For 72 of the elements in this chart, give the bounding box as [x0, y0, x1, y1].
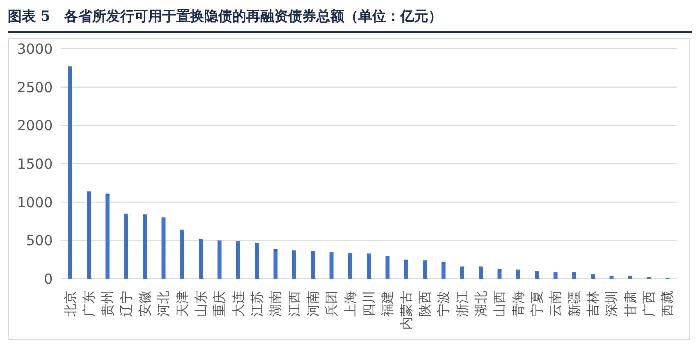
x-tick-label: 甘肃	[624, 291, 639, 317]
bar	[348, 252, 352, 279]
x-tick-label: 山西	[493, 291, 508, 317]
y-tick-label: 2500	[17, 80, 53, 96]
x-tick-label: 四川	[362, 291, 378, 317]
bar	[367, 254, 372, 279]
y-tick-label: 1500	[17, 156, 53, 173]
bar	[218, 240, 222, 279]
y-tick-label: 2000	[17, 118, 53, 135]
bar	[124, 214, 128, 279]
bar	[199, 239, 204, 279]
bar	[423, 260, 428, 279]
x-tick-label: 北京	[64, 291, 79, 317]
x-tick-label: 吉林	[586, 291, 602, 317]
y-tick-label: 500	[26, 234, 53, 250]
bar	[591, 274, 596, 279]
x-tick-label: 江苏	[250, 291, 266, 317]
bar	[460, 266, 464, 279]
y-tick-label: 1000	[17, 195, 53, 212]
bar	[572, 272, 576, 279]
x-tick-label: 深圳	[605, 291, 620, 317]
bar	[386, 256, 390, 279]
bar	[106, 194, 110, 279]
x-tick-label: 山东	[194, 291, 210, 317]
x-tick-label: 贵州	[101, 291, 116, 317]
x-tick-label: 新疆	[568, 291, 583, 317]
x-tick-label: 湖南	[269, 291, 284, 317]
x-tick-label: 河北	[157, 291, 172, 317]
bar	[330, 252, 334, 279]
x-tick-label: 兵团	[325, 291, 340, 317]
x-tick-label: 云南	[549, 291, 564, 317]
bar	[554, 272, 558, 279]
x-tick-label: 福建	[381, 291, 396, 317]
bar	[311, 251, 316, 279]
x-tick-label: 西藏	[661, 291, 676, 317]
bar	[87, 192, 92, 279]
bar	[292, 250, 296, 279]
x-tick-label: 河南	[306, 291, 322, 317]
bar	[535, 271, 540, 279]
x-tick-label: 宁夏	[530, 291, 546, 317]
bar	[162, 218, 166, 279]
x-tick-label: 重庆	[213, 291, 228, 317]
x-tick-label: 辽宁	[118, 291, 135, 317]
bar	[498, 269, 502, 279]
x-tick-label: 浙江	[456, 291, 471, 317]
y-tick-label: 3000	[17, 42, 53, 58]
bar	[274, 249, 278, 279]
x-tick-label: 湖北	[474, 291, 490, 317]
bar	[404, 260, 408, 279]
chart-title: 图表 5 各省所发行可用于置换隐债的再融资债券总额（单位：亿元）	[8, 8, 692, 33]
x-tick-label: 天津	[176, 291, 191, 317]
bar	[610, 276, 614, 279]
x-tick-label: 江西	[288, 291, 303, 317]
bar	[628, 276, 632, 279]
x-tick-label: 内蒙古	[400, 291, 415, 330]
bar	[255, 242, 260, 279]
x-tick-label: 安徽	[138, 291, 154, 317]
bar	[442, 262, 446, 279]
bar	[516, 270, 520, 279]
y-tick-label: 0	[44, 272, 53, 288]
x-tick-label: 广西	[642, 291, 658, 317]
x-tick-label: 大连	[232, 291, 247, 317]
x-tick-label: 宁波	[436, 291, 452, 317]
x-tick-label: 广东	[82, 291, 98, 317]
bar	[143, 214, 148, 279]
bar	[180, 230, 184, 279]
x-tick-label: 上海	[344, 291, 359, 317]
x-tick-label: 青海	[512, 291, 527, 317]
bar	[236, 241, 240, 279]
bar	[68, 66, 72, 279]
x-tick-label: 陕西	[418, 291, 434, 317]
bar	[479, 266, 484, 279]
